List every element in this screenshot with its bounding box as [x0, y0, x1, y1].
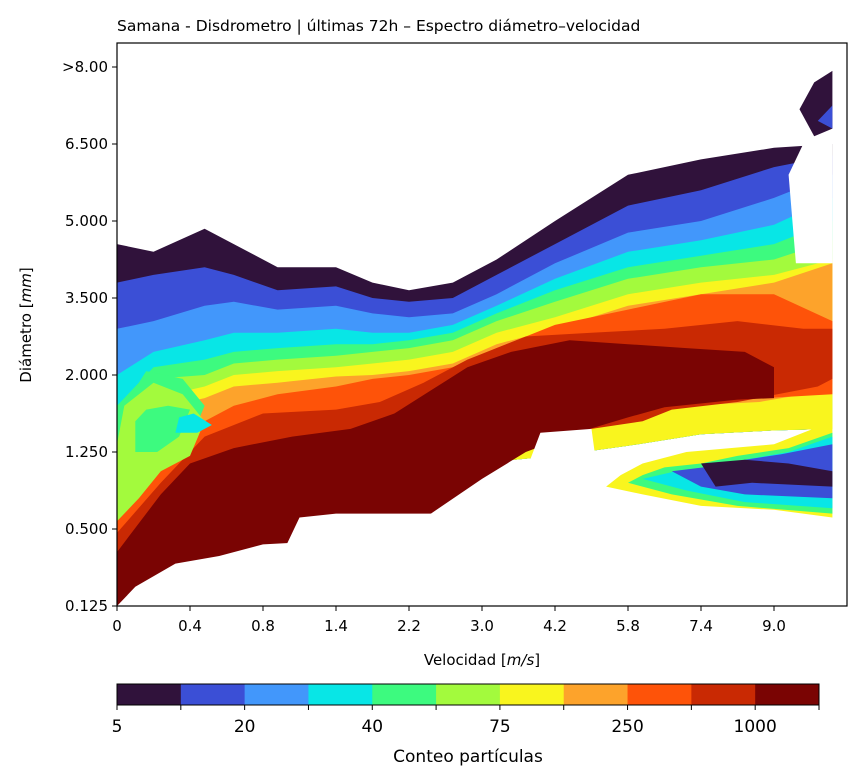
colorbar-swatch	[308, 684, 373, 705]
contour-tongue-level-0	[701, 459, 833, 487]
colorbar-tick-label: 20	[234, 717, 256, 737]
x-tick-label: 2.2	[397, 617, 421, 635]
colorbar-swatch	[755, 684, 820, 705]
colorbar-tick-label: 40	[361, 717, 383, 737]
colorbar-swatch	[499, 684, 565, 705]
colorbar: 5 20 40 75 250 1000	[112, 683, 820, 737]
x-tick-label: 3.0	[470, 617, 494, 635]
plot-area	[117, 70, 833, 606]
colorbar-swatch	[372, 684, 437, 705]
contour-group	[117, 70, 833, 606]
colorbar-frame	[116, 683, 820, 706]
colorbar-tick-label: 75	[489, 717, 511, 737]
colorbar-tick-label: 250	[611, 717, 643, 737]
y-tick-label: 0.500	[65, 520, 108, 538]
x-tick-label: 0.8	[251, 617, 275, 635]
contour-blob-level-4	[135, 405, 190, 452]
colorbar-swatch	[117, 684, 182, 705]
no-data-region	[788, 144, 833, 264]
y-tick-label: 6.500	[65, 135, 108, 153]
colorbar-swatch	[244, 684, 309, 705]
x-tick-label: 0.4	[178, 617, 202, 635]
colorbar-swatch	[436, 684, 501, 705]
contour-patch-level-1	[817, 105, 833, 129]
colorbar-label: Conteo partículas	[393, 747, 543, 767]
colorbar-swatch	[180, 684, 246, 705]
x-tick-label: 4.2	[543, 617, 567, 635]
y-tick-label: 3.500	[65, 289, 108, 307]
no-data-region	[503, 586, 833, 606]
colorbar-tick-label: 5	[112, 717, 123, 737]
contour-blob-level-3	[175, 413, 212, 433]
colorbar-swatch	[563, 684, 629, 705]
colorbar-tick-label: 1000	[734, 717, 777, 737]
y-axis-label: Diámetro [mm]	[17, 267, 35, 382]
x-tick-label: 5.8	[616, 617, 640, 635]
y-tick-label: 0.125	[65, 597, 108, 615]
contour-band-level-10	[117, 340, 774, 606]
x-tick-label: 0	[112, 617, 122, 635]
no-data-region	[284, 197, 417, 241]
y-tick-label: 5.000	[65, 212, 108, 230]
y-tick-label: 1.250	[65, 443, 108, 461]
y-tick-label: 2.000	[65, 366, 108, 384]
y-tick-label: >8.00	[62, 58, 108, 76]
x-tick-label: 7.4	[689, 617, 713, 635]
colorbar-swatch	[627, 684, 692, 705]
x-tick-label: 1.4	[324, 617, 348, 635]
axes: 0 0.4 0.8 1.4 2.2 3.0 4.2 5.8 7.4 9.0 0.125 0.500 1.…	[62, 42, 848, 635]
x-tick-label: 9.0	[762, 617, 786, 635]
colorbar-swatch	[691, 684, 756, 705]
chart-title: Samana - Disdrometro | últimas 72h – Esp…	[117, 17, 640, 35]
no-data-region	[182, 428, 599, 606]
x-axis-label: Velocidad [m/s]	[424, 651, 540, 669]
